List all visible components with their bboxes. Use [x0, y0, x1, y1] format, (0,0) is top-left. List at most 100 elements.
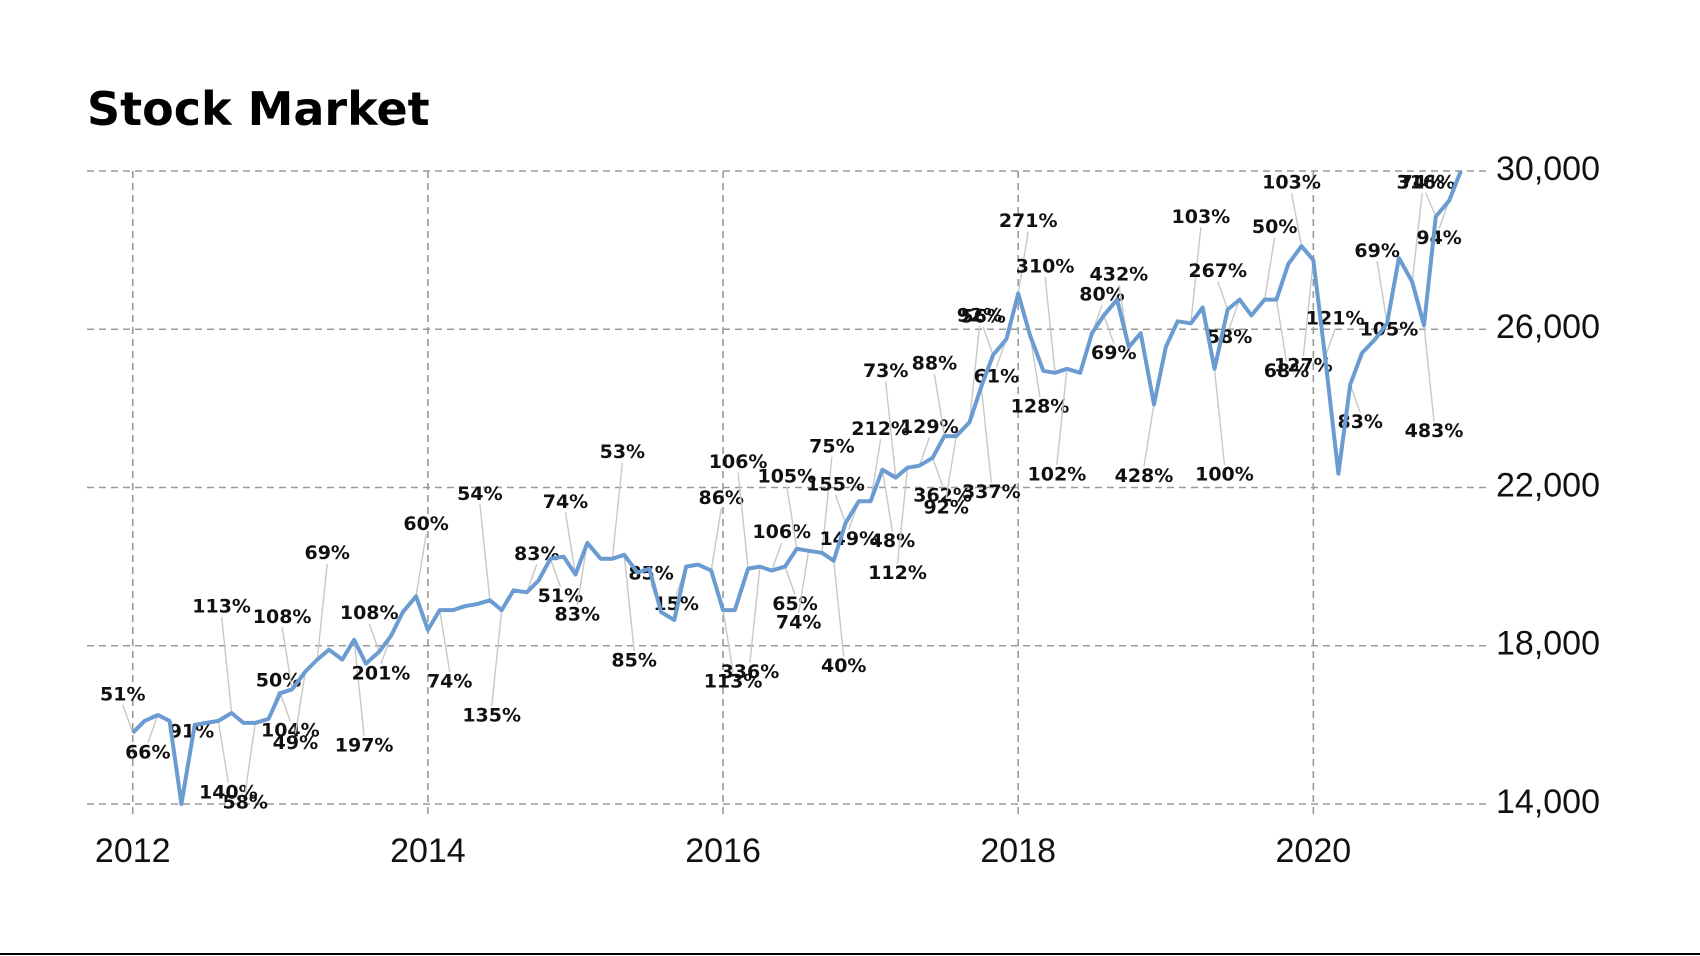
leader-line [821, 456, 833, 553]
point-label: 66% [125, 741, 170, 763]
point-label: 140% [199, 781, 258, 803]
point-label: 54% [457, 483, 502, 505]
point-label: 83% [514, 543, 559, 565]
point-label: 102% [1028, 463, 1087, 485]
leader-line [945, 435, 957, 499]
point-label: 121% [1306, 307, 1365, 329]
point-label: 80% [1079, 284, 1124, 306]
leader-line [611, 462, 624, 559]
leader-line [933, 373, 946, 437]
leader-line [737, 472, 749, 569]
leader-line [931, 457, 944, 487]
point-label: 149% [819, 528, 878, 550]
leader-line [244, 722, 256, 794]
point-label: 86% [698, 487, 743, 509]
point-label: 74% [776, 611, 821, 633]
y-tick-label: 30,000 [1496, 150, 1600, 188]
leader-line [122, 704, 134, 734]
leader-line [1302, 259, 1315, 357]
leader-line [784, 566, 796, 595]
leader-line [1044, 276, 1056, 373]
point-label: 48% [870, 530, 915, 552]
leader-line [479, 504, 491, 601]
point-label: 68% [1264, 360, 1309, 382]
leader-line [771, 542, 783, 571]
leader-line [896, 467, 909, 564]
leader-line [1056, 368, 1068, 465]
point-label: 88% [912, 353, 957, 375]
point-label: 65% [772, 593, 817, 615]
leader-line [1213, 368, 1226, 465]
point-label: 428% [1115, 465, 1174, 487]
point-label: 271% [999, 210, 1058, 232]
point-label: 310% [1016, 255, 1075, 277]
point-label: 92% [957, 305, 1002, 327]
x-tick-label: 2016 [685, 832, 761, 870]
point-label: 362% [913, 484, 972, 506]
point-label: 56% [960, 305, 1005, 327]
point-label: 103% [1172, 206, 1231, 228]
leader-line [549, 558, 562, 587]
leader-line [623, 554, 635, 651]
y-tick-label: 22,000 [1496, 466, 1600, 504]
x-tick-label: 2012 [95, 832, 171, 870]
point-label: 83% [1337, 411, 1382, 433]
point-label: 106% [709, 451, 768, 473]
point-label: 106% [752, 521, 811, 543]
leader-line [1324, 328, 1336, 358]
leader-line [982, 326, 994, 356]
leader-line [1143, 404, 1155, 467]
point-label: 432% [1090, 264, 1149, 286]
x-tick-label: 2020 [1276, 832, 1352, 870]
point-label: 105% [1360, 319, 1419, 341]
leader-line [918, 437, 930, 466]
point-label: 336% [721, 661, 780, 683]
point-label: 53% [600, 441, 645, 463]
leader-line [1263, 237, 1276, 300]
point-label: 50% [1252, 216, 1297, 238]
y-tick-label: 14,000 [1496, 783, 1600, 821]
leader-line [834, 494, 847, 524]
point-label: 91% [169, 721, 214, 743]
leader-line [722, 610, 734, 673]
leader-line [1376, 261, 1388, 324]
point-label: 337% [962, 481, 1021, 503]
leader-line [368, 623, 380, 652]
point-label: 128% [1011, 396, 1070, 418]
point-label: 104% [261, 720, 320, 742]
leader-line [980, 386, 992, 483]
point-label: 103% [1262, 172, 1321, 194]
leader-line [1275, 299, 1288, 362]
point-label: 112% [868, 562, 927, 584]
leader-line [1217, 281, 1229, 310]
point-label: 108% [340, 602, 399, 624]
point-label: 49% [273, 732, 318, 754]
point-label: 267% [1188, 260, 1247, 282]
point-label: 85% [611, 649, 656, 671]
leader-line [1349, 384, 1361, 413]
y-tick-label: 18,000 [1496, 625, 1600, 663]
point-label: 74% [427, 671, 472, 693]
leader-line [490, 610, 503, 707]
leader-line [564, 512, 577, 575]
point-label: 51% [538, 585, 583, 607]
leader-line [576, 542, 588, 605]
leader-line [1425, 192, 1437, 217]
leader-line [1228, 299, 1241, 328]
leader-line [439, 610, 451, 673]
line-series [131, 170, 1463, 806]
leader-line [316, 563, 328, 660]
point-label: 73% [863, 360, 908, 382]
point-label: 69% [304, 542, 349, 564]
y-tick-label: 26,000 [1496, 308, 1600, 346]
leader-line [279, 692, 291, 722]
point-label: 51% [100, 683, 145, 705]
leader-line [281, 627, 293, 690]
point-label: 212% [851, 418, 910, 440]
leader-line [217, 720, 230, 784]
point-label: 58% [222, 792, 267, 814]
leader-line [147, 714, 159, 744]
x-tick-label: 2014 [390, 832, 466, 870]
leader-line [1103, 315, 1115, 344]
leader-line [1029, 335, 1041, 398]
